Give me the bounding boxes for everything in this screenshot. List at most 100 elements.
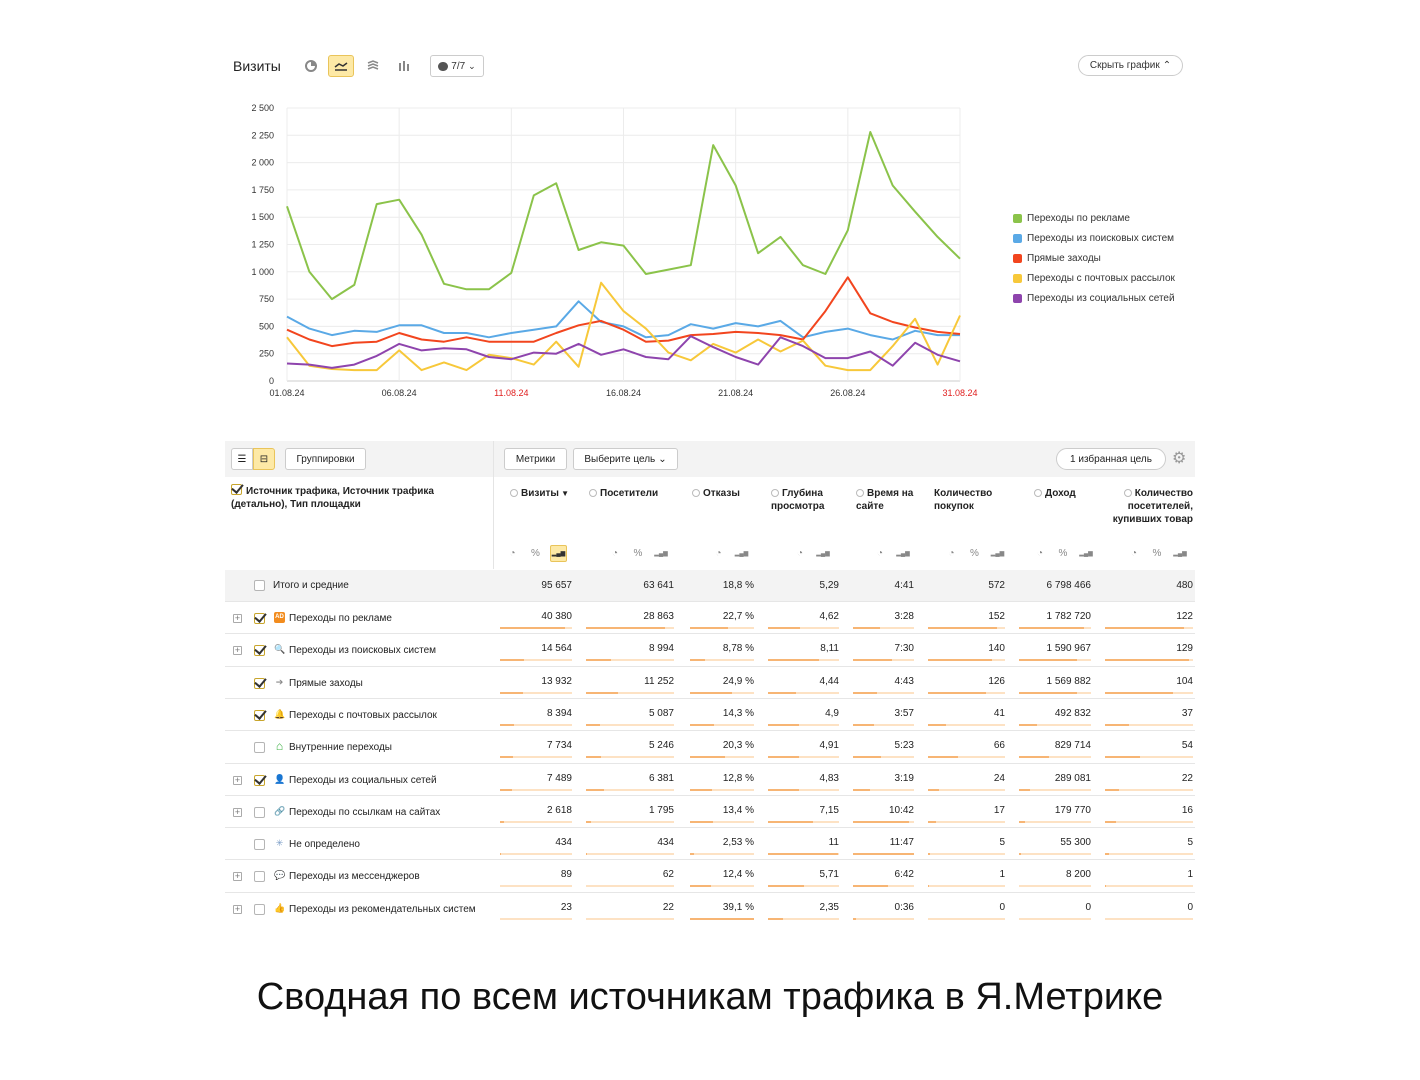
legend-checkbox[interactable] (1013, 253, 1022, 263)
area-chart-button[interactable] (360, 55, 386, 77)
row-checkbox[interactable] (254, 677, 265, 689)
legend-item[interactable]: Переходы из поисковых систем (1013, 228, 1175, 248)
sort-desc-icon[interactable]: ▼ (558, 489, 570, 498)
row-checkbox[interactable] (254, 903, 265, 915)
expand-row-icon[interactable]: + (233, 645, 242, 656)
pie-chart-button[interactable] (298, 55, 324, 77)
pie-icon[interactable]: ◔ (715, 548, 722, 559)
row-checkbox[interactable] (254, 774, 265, 786)
pie-icon[interactable]: ◔ (611, 548, 619, 559)
row-label[interactable]: Переходы из социальных сетей (289, 774, 437, 786)
pie-icon[interactable]: ◔ (948, 548, 955, 559)
row-label[interactable]: Внутренние переходы (289, 742, 392, 754)
info-icon[interactable] (856, 489, 864, 497)
tree-view-button[interactable]: ⊟ (253, 448, 275, 470)
legend-item[interactable]: Переходы по рекламе (1013, 208, 1175, 228)
percent-icon[interactable]: % (1152, 548, 1162, 559)
row-label[interactable]: Не определено (289, 839, 360, 851)
table-row[interactable]: + 🔗 Переходы по ссылкам на сайтах 2 618 1 79… (225, 794, 1195, 827)
column-header[interactable]: Доход (1034, 487, 1091, 500)
line-chart-button[interactable] (328, 55, 354, 77)
dimension-checkbox[interactable] (231, 484, 242, 495)
legend-checkbox[interactable] (1013, 233, 1022, 243)
expand-row-icon[interactable]: + (233, 903, 242, 914)
bars-icon[interactable]: ▂▄▆ (550, 545, 567, 562)
table-row[interactable]: 🔔 Переходы с почтовых рассылок 8 394 5 087 1… (225, 697, 1195, 730)
settings-gear-icon[interactable]: ⚙ (1172, 450, 1187, 467)
favorite-goal-button[interactable]: 1 избранная цель (1056, 448, 1166, 470)
legend-checkbox[interactable] (1013, 213, 1022, 223)
info-icon[interactable] (1123, 489, 1132, 497)
row-label[interactable]: Переходы из рекомендательных систем (289, 903, 476, 915)
column-header[interactable]: Глубина просмотра (771, 487, 839, 513)
row-checkbox[interactable] (254, 871, 265, 883)
pie-icon[interactable]: ◔ (509, 548, 516, 559)
chevron-down-icon: ⌄ (468, 60, 476, 71)
row-checkbox[interactable] (254, 645, 265, 657)
expand-row-icon[interactable]: + (233, 806, 242, 817)
row-checkbox[interactable] (254, 806, 265, 818)
legend-checkbox[interactable] (1013, 273, 1022, 283)
metric-share-bar (928, 853, 1005, 856)
row-checkbox[interactable] (254, 613, 265, 624)
table-row[interactable]: + 💬 Переходы из мессенджеров 89 62 12,4 % 5,71… (225, 859, 1195, 891)
bars-icon[interactable]: ▂▄▆ (734, 551, 749, 557)
info-icon[interactable] (692, 489, 700, 497)
column-header[interactable]: Количество посетителей, купивших товар (1109, 487, 1193, 526)
row-label[interactable]: Прямые заходы (289, 677, 363, 689)
column-header[interactable]: Визиты ▼ (510, 487, 572, 500)
metrics-button[interactable]: Метрики (504, 448, 567, 470)
bar-chart-button[interactable] (391, 55, 417, 77)
row-label[interactable]: Переходы из поисковых систем (289, 645, 437, 657)
row-label[interactable]: Переходы по рекламе (289, 613, 392, 624)
table-row[interactable]: + 👤 Переходы из социальных сетей 7 489 6 381… (225, 762, 1195, 795)
row-label[interactable]: Переходы по ссылкам на сайтах (289, 806, 441, 818)
goal-select[interactable]: Выберите цель ⌄ (573, 448, 678, 470)
percent-icon[interactable]: % (633, 548, 643, 559)
bars-icon[interactable]: ▂▄▆ (816, 551, 830, 557)
legend-checkbox[interactable] (1013, 293, 1022, 303)
row-label[interactable]: Переходы с почтовых рассылок (289, 709, 437, 721)
table-row[interactable]: + 👍 Переходы из рекомендательных систем 23 2… (225, 891, 1195, 924)
pie-icon[interactable]: ◔ (796, 548, 804, 559)
info-icon[interactable] (510, 489, 518, 497)
column-header[interactable]: Отказы (692, 487, 754, 500)
bars-icon[interactable]: ▂▄▆ (896, 551, 910, 557)
table-row[interactable]: + AD Переходы по рекламе 40 380 28 863 22,7 %… (225, 601, 1195, 633)
percent-icon[interactable]: % (970, 548, 979, 559)
series-selector[interactable]: 7/7 ⌄ (430, 55, 484, 77)
total-checkbox[interactable] (254, 580, 265, 591)
column-header[interactable]: Количество покупок (934, 487, 1005, 513)
bars-icon[interactable]: ▂▄▆ (1173, 551, 1187, 557)
list-view-button[interactable]: ☰ (231, 448, 253, 470)
pie-icon[interactable]: ◔ (876, 548, 884, 559)
row-checkbox[interactable] (254, 709, 265, 721)
row-checkbox[interactable] (254, 742, 265, 754)
info-icon[interactable] (589, 489, 597, 497)
bars-icon[interactable]: ▂▄▆ (654, 551, 668, 557)
legend-item[interactable]: Переходы с почтовых рассылок (1013, 268, 1175, 288)
legend-item[interactable]: Прямые заходы (1013, 248, 1175, 268)
row-label[interactable]: Переходы из мессенджеров (289, 871, 420, 883)
legend-item[interactable]: Переходы из социальных сетей (1013, 288, 1175, 308)
table-row[interactable]: ➔ Прямые заходы 13 932 11 252 24,9 % 4,44 4:43… (225, 665, 1195, 698)
table-row[interactable]: + 🔍 Переходы из поисковых систем 14 564 8 99… (225, 633, 1195, 665)
bars-icon[interactable]: ▂▄▆ (1079, 551, 1093, 557)
hide-chart-button[interactable]: Скрыть график ⌃ (1078, 55, 1183, 76)
pie-icon[interactable]: ◔ (1130, 548, 1138, 559)
info-icon[interactable] (771, 489, 779, 497)
bars-icon[interactable]: ▂▄▆ (990, 551, 1005, 557)
row-checkbox[interactable] (254, 839, 265, 851)
column-header[interactable]: Время на сайте (856, 487, 914, 513)
pie-icon[interactable]: ◔ (1036, 548, 1044, 559)
percent-icon[interactable]: % (1058, 548, 1068, 559)
expand-row-icon[interactable]: + (233, 774, 242, 785)
table-row[interactable]: ✳ Не определено 434 434 2,53 % 11 11:47 5 55 300… (225, 827, 1195, 859)
info-icon[interactable] (1034, 489, 1042, 497)
column-header[interactable]: Посетители (589, 487, 674, 500)
expand-row-icon[interactable]: + (233, 871, 242, 882)
table-row[interactable]: ⌂ Внутренние переходы 7 734 5 246 20,3 % 4,91… (225, 730, 1195, 762)
groupings-button[interactable]: Группировки (285, 448, 366, 470)
percent-icon[interactable]: % (531, 548, 540, 559)
expand-row-icon[interactable]: + (233, 613, 242, 623)
